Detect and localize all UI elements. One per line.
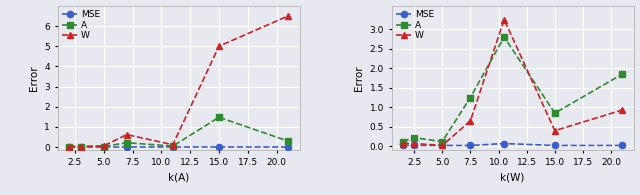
A — [551, 112, 559, 114]
MSE — [438, 144, 446, 147]
MSE — [215, 145, 223, 148]
W — [399, 142, 406, 145]
A — [77, 145, 84, 148]
A — [169, 145, 177, 147]
Line: A: A — [400, 34, 625, 145]
X-axis label: k(A): k(A) — [168, 172, 189, 182]
Y-axis label: Error: Error — [354, 65, 364, 91]
MSE — [123, 145, 131, 148]
MSE — [169, 145, 177, 148]
Line: MSE: MSE — [400, 140, 625, 149]
A — [100, 145, 108, 148]
W — [618, 109, 626, 111]
Y-axis label: Error: Error — [29, 65, 38, 91]
Legend: MSE, A, W: MSE, A, W — [394, 9, 436, 42]
Line: A: A — [66, 114, 291, 150]
W — [123, 133, 131, 136]
MSE — [410, 144, 418, 147]
Line: W: W — [400, 16, 625, 149]
W — [100, 145, 108, 147]
MSE — [618, 144, 626, 147]
Line: W: W — [66, 13, 291, 150]
MSE — [65, 145, 73, 148]
A — [618, 73, 626, 75]
W — [500, 18, 508, 21]
Line: MSE: MSE — [66, 144, 291, 150]
W — [410, 142, 418, 145]
MSE — [399, 144, 406, 147]
A — [410, 136, 418, 139]
W — [551, 129, 559, 132]
W — [77, 145, 84, 148]
W — [215, 45, 223, 47]
MSE — [284, 145, 292, 148]
A — [284, 140, 292, 142]
Legend: MSE, A, W: MSE, A, W — [60, 9, 102, 42]
W — [467, 120, 474, 122]
MSE — [500, 142, 508, 145]
A — [399, 140, 406, 143]
W — [169, 144, 177, 146]
MSE — [551, 144, 559, 147]
A — [65, 145, 73, 148]
A — [123, 142, 131, 144]
A — [500, 36, 508, 38]
A — [467, 96, 474, 99]
MSE — [77, 145, 84, 148]
MSE — [100, 145, 108, 148]
A — [438, 140, 446, 143]
X-axis label: k(W): k(W) — [500, 172, 525, 182]
W — [438, 144, 446, 147]
MSE — [467, 144, 474, 147]
W — [284, 15, 292, 17]
A — [215, 116, 223, 118]
W — [65, 145, 73, 148]
